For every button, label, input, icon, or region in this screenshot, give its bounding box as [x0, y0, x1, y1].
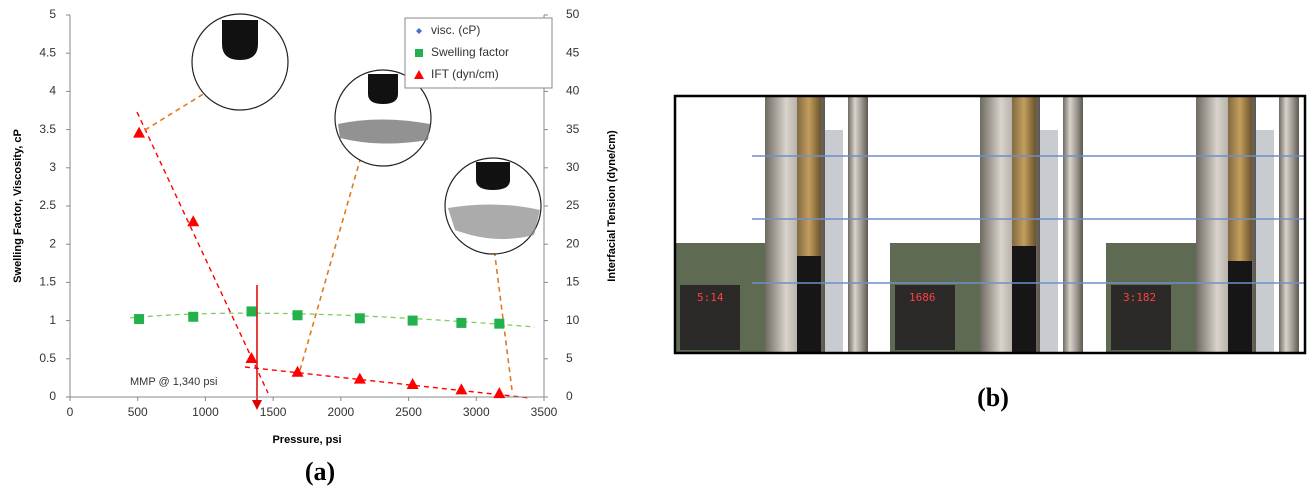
tube: [1063, 96, 1083, 353]
ruler: [825, 130, 843, 353]
display-reading: 1686: [909, 291, 936, 304]
y2-tick-label: 50: [566, 7, 580, 21]
oil: [1012, 96, 1036, 246]
marker: [292, 366, 304, 377]
pointer-arrow: [300, 160, 360, 370]
display-reading: 5:14: [697, 291, 724, 304]
droplet: [368, 74, 398, 104]
marker: [455, 383, 467, 394]
x-tick-label: 1000: [192, 405, 219, 419]
x-tick-label: 0: [67, 405, 74, 419]
y-tick-label: 4.5: [39, 45, 56, 59]
y2-tick-label: 30: [566, 160, 580, 174]
marker: [456, 318, 466, 328]
water: [1012, 246, 1036, 353]
ift-trend-1: [137, 112, 268, 393]
y2-tick-label: 15: [566, 275, 580, 289]
annotation: MMP @ 1,340 psi: [130, 376, 217, 388]
y-tick-label: 2.5: [39, 198, 56, 212]
x-tick-label: 2500: [395, 405, 422, 419]
y2-tick-label: 20: [566, 236, 580, 250]
ruler: [1040, 130, 1058, 353]
y2-tick-label: 40: [566, 84, 580, 98]
droplet: [222, 20, 258, 60]
marker: [407, 378, 419, 389]
marker: [188, 312, 198, 322]
tube: [848, 96, 868, 353]
y-tick-label: 5: [49, 7, 56, 21]
x-tick-label: 500: [128, 405, 148, 419]
ift-trend-2: [245, 367, 530, 398]
marker: [246, 306, 256, 316]
tube: [1279, 96, 1299, 353]
y-tick-label: 3: [49, 160, 56, 174]
marker: [133, 127, 145, 138]
y-tick-label: 1: [49, 313, 56, 327]
oil: [797, 96, 821, 256]
y-tick-label: 3.5: [39, 122, 56, 136]
x-tick-label: 1500: [260, 405, 287, 419]
marker: [494, 319, 504, 329]
y2-axis-label: Interfacial Tension (dyne/cm): [606, 130, 618, 282]
interface: [338, 120, 430, 144]
legend-label: IFT (dyn/cm): [431, 67, 499, 81]
y-tick-label: 0: [49, 389, 56, 403]
water: [1228, 261, 1252, 353]
legend-marker: [415, 49, 423, 57]
y2-tick-label: 5: [566, 351, 573, 365]
marker: [134, 314, 144, 324]
x-tick-label: 3500: [531, 405, 558, 419]
legend-label: visc. (cP): [431, 23, 480, 37]
y-axis-label: Swelling Factor, Viscosity, cP: [12, 129, 24, 283]
x-tick-label: 2000: [328, 405, 355, 419]
x-axis-label: Pressure, psi: [272, 434, 341, 446]
legend-label: Swelling factor: [431, 45, 509, 59]
y-tick-label: 0.5: [39, 351, 56, 365]
marker: [355, 313, 365, 323]
y2-tick-label: 45: [566, 45, 580, 59]
figure: 5:14 1686 3:182 (b) (a) Pressure, psi Sw…: [0, 0, 1309, 494]
marker: [245, 352, 257, 363]
ruler: [1256, 130, 1274, 353]
photo: 5:14 1686 3:182: [675, 96, 1305, 353]
display-reading: 3:182: [1123, 291, 1156, 304]
y-tick-label: 2: [49, 236, 56, 250]
y2-tick-label: 0: [566, 389, 573, 403]
droplet: [476, 162, 510, 190]
pointer-arrow: [145, 93, 205, 130]
oil: [1228, 96, 1252, 261]
x-tick-label: 3000: [463, 405, 490, 419]
panel-label: (a): [305, 457, 335, 486]
y2-tick-label: 35: [566, 122, 580, 136]
y-tick-label: 1.5: [39, 275, 56, 289]
water: [797, 256, 821, 353]
y2-tick-label: 10: [566, 313, 580, 327]
marker: [354, 373, 366, 384]
marker: [187, 215, 199, 226]
marker: [408, 316, 418, 326]
marker: [493, 387, 505, 398]
panel-label: (b): [977, 383, 1009, 412]
y2-tick-label: 25: [566, 198, 580, 212]
y-tick-label: 4: [49, 84, 56, 98]
marker: [293, 310, 303, 320]
